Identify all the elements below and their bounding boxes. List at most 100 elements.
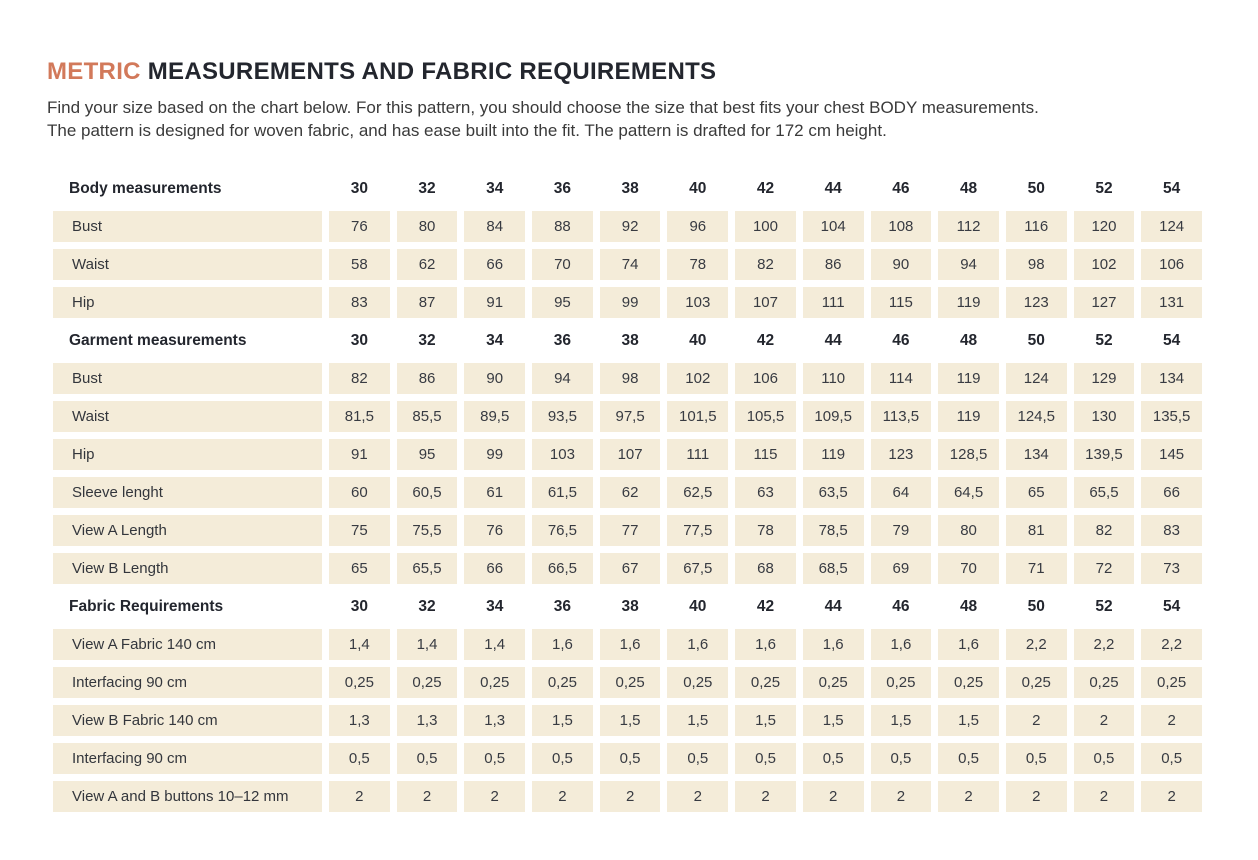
value-cell: 115 [870,287,932,318]
size-header-cell: 36 [553,597,572,615]
value-cell: 116 [1005,211,1067,242]
value-cell: 0,5 [802,743,864,774]
page-title-rest: MEASUREMENTS AND FABRIC REQUIREMENTS [140,58,717,85]
value-cell: 63 [735,477,796,508]
value-cell: 0,25 [464,667,526,698]
value-cell: 81,5 [329,401,390,432]
value-cell: 2 [1005,781,1067,812]
value-cell: 95 [532,287,593,318]
value-cell: 0,5 [599,743,661,774]
value-cell: 2 [938,781,999,812]
value-cell: 113,5 [870,401,932,432]
table-row: Sleeve lenght 60 60,5 61 61,5 62 62,5 63 63,5 64 6… [53,477,1202,508]
value-cell: 1,5 [735,705,796,736]
value-cell: 1,4 [329,629,390,660]
value-cell: 134 [1005,439,1067,470]
value-cell: 0,25 [1141,667,1202,698]
value-cell: 0,5 [1141,743,1202,774]
row-label-cell: Waist [53,249,322,280]
value-cell: 0,25 [329,667,390,698]
value-cell: 2 [870,781,932,812]
size-header-cell: 40 [689,179,707,197]
size-header-cell: 40 [689,331,707,349]
size-header-cell: 32 [418,331,436,349]
value-cell: 0,5 [870,743,932,774]
value-cell: 71 [1005,553,1067,584]
table-row: View A Fabric 140 cm 1,4 1,4 1,4 1,6 1,6 1,6 1,… [53,629,1202,660]
value-cell: 139,5 [1073,439,1135,470]
table-row: Waist 81,5 85,5 89,5 93,5 97,5 101,5 105,5 109,5… [53,401,1202,432]
value-cell: 77,5 [667,515,729,546]
value-cell: 94 [532,363,593,394]
table-row: Bust 76 80 84 88 92 96 100 104 108 112 116 120 124 [53,211,1202,242]
value-cell: 2 [532,781,593,812]
value-cell: 2 [1073,705,1135,736]
value-cell: 105,5 [735,401,796,432]
value-cell: 0,25 [735,667,796,698]
value-cell: 2 [1141,705,1202,736]
value-cell: 85,5 [396,401,458,432]
page-title-highlight: METRIC [47,58,141,85]
intro-line-2: The pattern is designed for woven fabric… [47,121,887,140]
section-header-label: Garment measurements [69,331,247,349]
value-cell: 95 [396,439,458,470]
row-label-cell: Bust [53,211,322,242]
value-cell: 0,25 [938,667,999,698]
value-cell: 0,5 [464,743,526,774]
value-cell: 119 [802,439,864,470]
value-cell: 69 [870,553,932,584]
size-header-cell: 38 [621,179,639,197]
size-header-cell: 50 [1027,331,1045,349]
size-header-cell: 30 [350,331,368,349]
value-cell: 70 [938,553,999,584]
value-cell: 66,5 [532,553,593,584]
value-cell: 67 [599,553,661,584]
value-cell: 2 [329,781,390,812]
value-cell: 120 [1073,211,1135,242]
value-cell: 76,5 [532,515,593,546]
table-row: Hip 91 95 99 103 107 111 115 119 123 128,5 134 139,5… [53,439,1202,470]
section-header-row: Body measurements 30 32 34 36 38 40 42 44 46 48 50 5… [53,173,1202,204]
value-cell: 0,5 [532,743,593,774]
size-header-cell: 38 [621,331,639,349]
row-label-cell: View B Length [53,553,322,584]
size-header-cell: 42 [756,597,775,615]
value-cell: 107 [735,287,796,318]
value-cell: 1,6 [870,629,932,660]
value-cell: 1,3 [396,705,458,736]
value-cell: 1,3 [329,705,390,736]
value-cell: 1,5 [667,705,729,736]
value-cell: 66 [1141,477,1202,508]
value-cell: 82 [1073,515,1135,546]
intro-line-1: Find your size based on the chart below.… [47,98,1039,117]
value-cell: 103 [532,439,593,470]
table-row: View B Length 65 65,5 66 66,5 67 67,5 68 68,5 69 7… [53,553,1202,584]
value-cell: 65,5 [396,553,458,584]
value-cell: 82 [735,249,796,280]
value-cell: 109,5 [802,401,864,432]
value-cell: 78 [667,249,729,280]
value-cell: 2 [464,781,526,812]
value-cell: 86 [802,249,864,280]
value-cell: 87 [396,287,458,318]
value-cell: 0,5 [1005,743,1067,774]
value-cell: 124,5 [1005,401,1067,432]
value-cell: 0,25 [667,667,729,698]
value-cell: 1,3 [464,705,526,736]
value-cell: 102 [1073,249,1135,280]
value-cell: 98 [599,363,661,394]
size-header-cell: 38 [621,597,639,615]
value-cell: 61 [464,477,526,508]
value-cell: 108 [870,211,932,242]
value-cell: 2 [599,781,661,812]
table-row: Bust 82 86 90 94 98 102 106 110 114 119 124 129 134 [53,363,1202,394]
size-header-cell: 48 [959,179,978,197]
value-cell: 65 [329,553,390,584]
table-row: View A Length 75 75,5 76 76,5 77 77,5 78 78,5 79 8… [53,515,1202,546]
value-cell: 145 [1141,439,1202,470]
value-cell: 74 [599,249,661,280]
size-header-cell: 48 [959,597,978,615]
size-table: Body measurements 30 32 34 36 38 40 42 44 46 48 50 5… [53,173,1202,812]
row-label-cell: Interfacing 90 cm [53,667,322,698]
section-header-label: Fabric Requirements [69,597,224,615]
